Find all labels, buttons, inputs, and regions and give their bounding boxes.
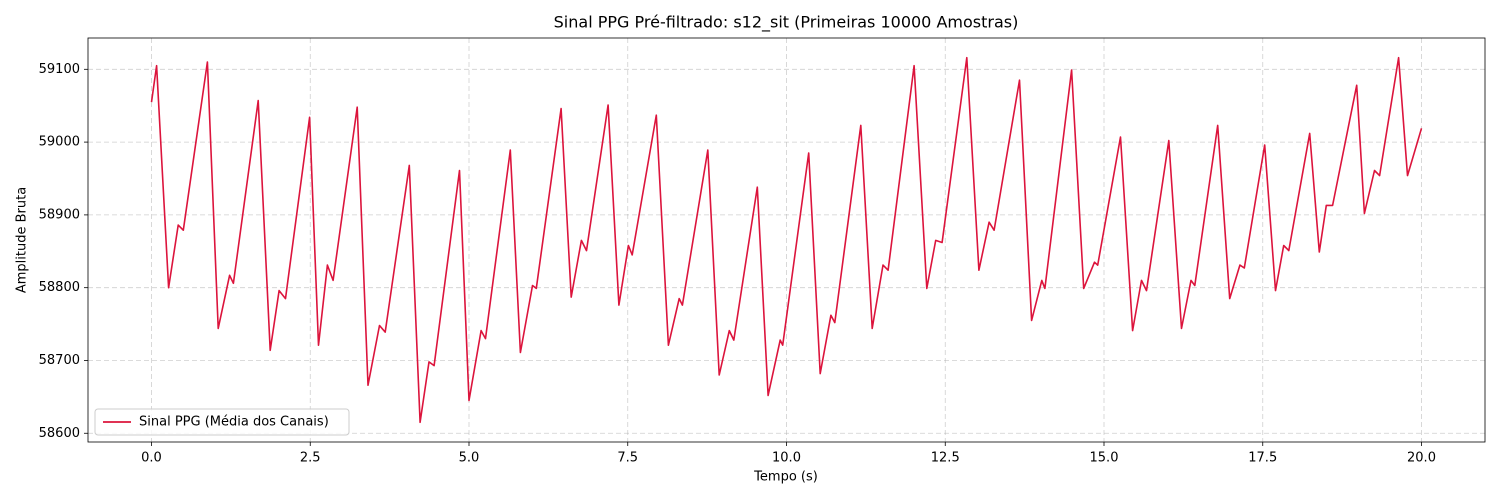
y-tick-label: 58800 (39, 280, 80, 295)
x-tick-label: 5.0 (459, 451, 480, 466)
x-tick-label: 12.5 (931, 451, 960, 466)
x-tick-label: 2.5 (300, 451, 321, 466)
x-tick-label: 17.5 (1248, 451, 1277, 466)
x-tick-label: 0.0 (141, 451, 162, 466)
x-tick-label: 10.0 (772, 451, 801, 466)
y-tick-label: 59100 (39, 62, 80, 77)
legend-label: Sinal PPG (Média dos Canais) (139, 415, 329, 430)
x-tick-label: 20.0 (1407, 451, 1436, 466)
plot-frame (87, 37, 1486, 443)
y-tick-label: 58700 (39, 353, 80, 368)
x-tick-label: 15.0 (1090, 451, 1119, 466)
y-tick-label: 59000 (39, 135, 80, 150)
x-tick-label: 7.5 (617, 451, 638, 466)
y-tick-label: 58600 (39, 426, 80, 441)
x-axis-label: Tempo (s) (753, 470, 818, 485)
y-tick-label: 58900 (39, 207, 80, 222)
chart-title: Sinal PPG Pré-filtrado: s12_sit (Primeir… (554, 13, 1019, 33)
y-axis-label: Amplitude Bruta (15, 187, 30, 293)
data-line (150, 56, 1423, 424)
legend-box (94, 408, 350, 436)
